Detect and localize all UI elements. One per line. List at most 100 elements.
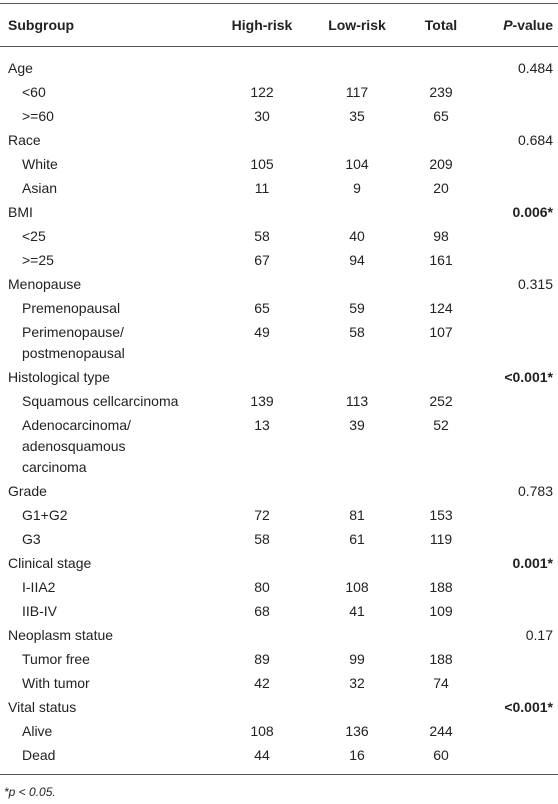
empty-cell bbox=[476, 248, 558, 272]
empty-cell bbox=[476, 389, 558, 413]
group-label: Clinical stage bbox=[8, 554, 92, 571]
subgroup-row: Perimenopause/ postmenopausal 49 58 107 bbox=[0, 320, 558, 365]
empty-cell bbox=[406, 47, 476, 81]
count-cell: 11 bbox=[254, 179, 270, 196]
count-cell: 60 bbox=[433, 746, 449, 763]
count-cell: 74 bbox=[433, 674, 449, 691]
empty-cell bbox=[476, 743, 558, 775]
group-label: Menopause bbox=[8, 275, 82, 292]
subgroup-label: Squamous cellcarcinoma bbox=[22, 392, 179, 409]
count-cell: 117 bbox=[345, 83, 369, 100]
empty-cell bbox=[216, 365, 308, 389]
group-label: Age bbox=[8, 59, 33, 76]
count-cell: 9 bbox=[353, 179, 361, 196]
count-cell: 20 bbox=[433, 179, 449, 196]
footnote: *p < 0.05. bbox=[4, 785, 56, 799]
count-cell: 161 bbox=[429, 251, 453, 268]
empty-cell bbox=[406, 200, 476, 224]
empty-cell bbox=[476, 647, 558, 671]
count-cell: 239 bbox=[429, 83, 453, 100]
empty-cell bbox=[476, 152, 558, 176]
count-cell: 119 bbox=[429, 530, 453, 547]
empty-cell bbox=[476, 719, 558, 743]
count-cell: 44 bbox=[254, 746, 270, 763]
count-cell: 61 bbox=[349, 530, 365, 547]
p-value: 0.315 bbox=[517, 275, 553, 292]
empty-cell bbox=[216, 479, 308, 503]
count-cell: 99 bbox=[349, 650, 365, 667]
empty-cell bbox=[476, 527, 558, 551]
count-cell: 32 bbox=[349, 674, 365, 691]
count-cell: 80 bbox=[254, 578, 270, 595]
subgroup-row: >=25 67 94 161 bbox=[0, 248, 558, 272]
table-body: Age 0.484 <60 122 117 239 >=60 30 35 65 Race 0.684 W… bbox=[0, 47, 558, 775]
count-cell: 40 bbox=[349, 227, 365, 244]
group-label: Neoplasm statue bbox=[8, 626, 114, 643]
empty-cell bbox=[476, 413, 558, 479]
subgroup-label: Premenopausal bbox=[22, 299, 121, 316]
subgroup-label: <60 bbox=[22, 83, 46, 100]
empty-cell bbox=[308, 365, 406, 389]
header-cell: P-value bbox=[476, 3, 558, 47]
count-cell: 98 bbox=[433, 227, 449, 244]
empty-cell bbox=[216, 272, 308, 296]
group-label: Vital status bbox=[8, 698, 77, 715]
subgroup-row: Premenopausal 65 59 124 bbox=[0, 296, 558, 320]
subgroup-label: Dead bbox=[22, 746, 56, 763]
group-label: Histological type bbox=[8, 368, 110, 385]
subgroup-row: Dead 44 16 60 bbox=[0, 743, 558, 775]
subgroup-label: With tumor bbox=[22, 674, 90, 691]
count-cell: 52 bbox=[433, 416, 449, 433]
count-cell: 105 bbox=[250, 155, 274, 172]
count-cell: 58 bbox=[349, 323, 365, 340]
empty-cell bbox=[308, 128, 406, 152]
empty-cell bbox=[216, 551, 308, 575]
subgroup-label: Tumor free bbox=[22, 650, 90, 667]
empty-cell bbox=[406, 695, 476, 719]
count-cell: 81 bbox=[349, 506, 365, 523]
subgroup-label: IIB-IV bbox=[22, 602, 58, 619]
group-label: Grade bbox=[8, 482, 47, 499]
count-cell: 89 bbox=[254, 650, 270, 667]
empty-cell bbox=[216, 695, 308, 719]
group-row: Neoplasm statue 0.17 bbox=[0, 623, 558, 647]
subgroup-row: G3 58 61 119 bbox=[0, 527, 558, 551]
count-cell: 209 bbox=[429, 155, 453, 172]
count-cell: 59 bbox=[349, 299, 365, 316]
empty-cell bbox=[308, 695, 406, 719]
count-cell: 58 bbox=[254, 530, 270, 547]
subgroup-label: White bbox=[22, 155, 58, 172]
count-cell: 42 bbox=[254, 674, 270, 691]
subgroup-label: Perimenopause/ postmenopausal bbox=[22, 323, 125, 361]
group-label: BMI bbox=[8, 203, 33, 220]
empty-cell bbox=[308, 47, 406, 81]
empty-cell bbox=[308, 551, 406, 575]
count-cell: 139 bbox=[250, 392, 274, 409]
subgroup-row: With tumor 42 32 74 bbox=[0, 671, 558, 695]
count-cell: 67 bbox=[254, 251, 270, 268]
p-value: 0.006* bbox=[512, 203, 553, 220]
count-cell: 65 bbox=[433, 107, 449, 124]
subgroup-row: <60 122 117 239 bbox=[0, 80, 558, 104]
empty-cell bbox=[308, 200, 406, 224]
subgroup-label: Asian bbox=[22, 179, 58, 196]
subgroup-label: G1+G2 bbox=[22, 506, 68, 523]
p-value: 0.17 bbox=[525, 626, 553, 643]
header-text: -value bbox=[512, 17, 553, 33]
subgroup-row: Alive 108 136 244 bbox=[0, 719, 558, 743]
subgroup-row: Squamous cellcarcinoma 139 113 252 bbox=[0, 389, 558, 413]
group-row: Race 0.684 bbox=[0, 128, 558, 152]
empty-cell bbox=[476, 671, 558, 695]
group-row: BMI 0.006* bbox=[0, 200, 558, 224]
count-cell: 49 bbox=[254, 323, 270, 340]
count-cell: 124 bbox=[429, 299, 453, 316]
empty-cell bbox=[476, 599, 558, 623]
count-cell: 252 bbox=[429, 392, 453, 409]
data-table: Subgroup High-risk Low-risk Total P-value Ag… bbox=[0, 3, 558, 775]
group-row: Menopause 0.315 bbox=[0, 272, 558, 296]
empty-cell bbox=[406, 128, 476, 152]
empty-cell bbox=[216, 200, 308, 224]
header-cell: Low-risk bbox=[308, 3, 406, 47]
empty-cell bbox=[308, 479, 406, 503]
empty-cell bbox=[406, 272, 476, 296]
